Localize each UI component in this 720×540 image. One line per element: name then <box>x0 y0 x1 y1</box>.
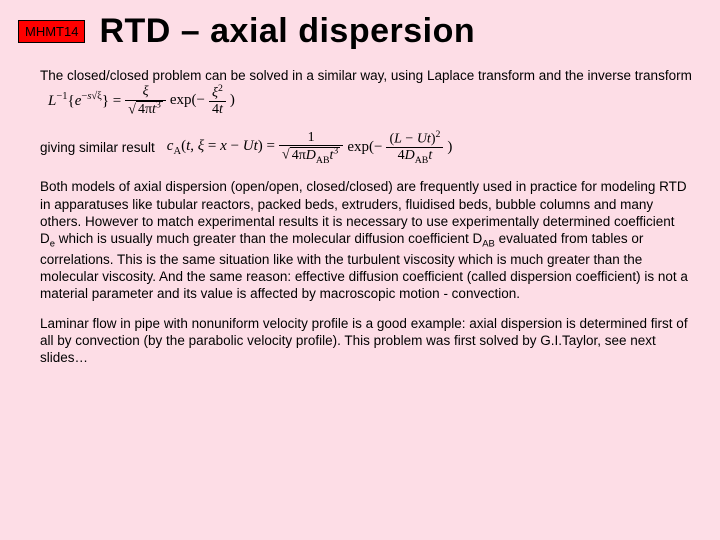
slide-title: RTD – axial dispersion <box>99 12 475 51</box>
p3-text: Both models of axial dispersion (open/op… <box>40 179 688 301</box>
course-badge: MHMT14 <box>18 20 85 43</box>
paragraph-2: giving similar result cA(t, ξ = x − Ut) … <box>40 130 692 167</box>
p2-text: giving similar result <box>40 139 155 156</box>
paragraph-4: Laminar flow in pipe with nonuniform vel… <box>40 315 692 367</box>
paragraph-1: The closed/closed problem can be solved … <box>40 67 692 118</box>
slide-header: MHMT14 RTD – axial dispersion <box>18 12 702 51</box>
slide-body: The closed/closed problem can be solved … <box>18 67 702 366</box>
formula-concentration: cA(t, ξ = x − Ut) = 1 √4πDABt3 exp(− (L … <box>167 130 453 167</box>
p1-text: The closed/closed problem can be solved … <box>40 68 692 83</box>
paragraph-3: Both models of axial dispersion (open/op… <box>40 178 692 302</box>
formula-inverse-laplace: L−1{e−s√ξ} = ξ √4πt3 exp(− ξ2 4t ) <box>48 84 235 117</box>
